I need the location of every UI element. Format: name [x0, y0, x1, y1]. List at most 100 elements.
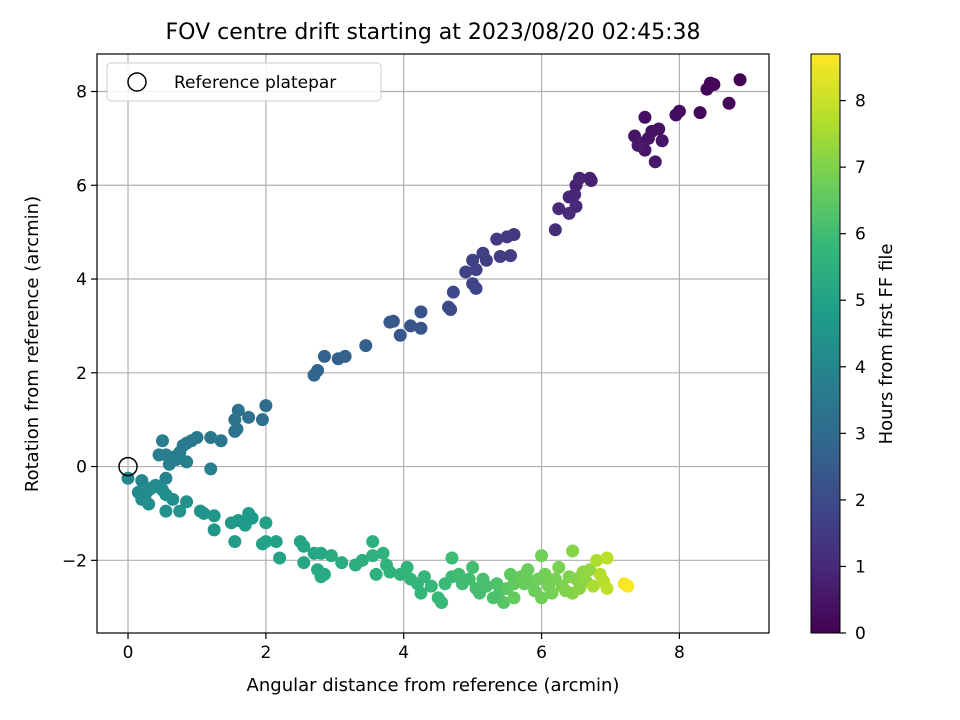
data-point [366, 549, 380, 563]
data-point [307, 368, 321, 382]
data-point [273, 551, 287, 565]
data-point [269, 535, 283, 549]
x-tick-label: 6 [536, 643, 547, 663]
colorbar-label: Hours from first FF file [876, 244, 897, 445]
colorbar-tick-label: 1 [855, 557, 866, 577]
y-tick-label: 8 [76, 83, 87, 103]
data-point [255, 413, 269, 427]
data-point [155, 434, 169, 448]
data-point [435, 596, 449, 610]
data-point [414, 586, 428, 600]
y-tick-label: 6 [76, 176, 87, 196]
data-point [180, 455, 194, 469]
data-point [552, 202, 566, 216]
colorbar-tick-label: 8 [855, 92, 866, 112]
data-point [722, 96, 736, 110]
data-point [459, 265, 473, 279]
data-point [393, 328, 407, 342]
data-point [259, 399, 273, 413]
data-point [548, 223, 562, 237]
data-point [521, 563, 535, 577]
data-point [331, 352, 345, 366]
data-point [238, 518, 252, 532]
data-point [479, 253, 493, 267]
data-point [572, 171, 586, 185]
data-point [359, 339, 373, 353]
data-point [376, 546, 390, 560]
data-point [538, 567, 552, 581]
data-point [535, 549, 549, 563]
data-point [297, 539, 311, 553]
data-point [228, 535, 242, 549]
data-point [562, 206, 576, 220]
y-tick-label: 4 [76, 270, 87, 290]
data-point [445, 551, 459, 565]
data-point [366, 535, 380, 549]
data-point [383, 565, 397, 579]
data-point [180, 495, 194, 509]
colorbar-tick-label: 2 [855, 491, 866, 511]
data-point [590, 553, 604, 567]
data-point [255, 537, 269, 551]
data-point [355, 553, 369, 567]
data-point [400, 560, 414, 574]
data-point [417, 570, 431, 584]
data-point [479, 579, 493, 593]
colorbar-tick-label: 3 [855, 424, 866, 444]
data-point [314, 570, 328, 584]
data-point [166, 492, 180, 506]
data-point [462, 572, 476, 586]
legend: Reference platepar [106, 62, 382, 102]
data-point [317, 349, 331, 363]
data-point [404, 319, 418, 333]
data-point [693, 106, 707, 120]
data-point [369, 567, 383, 581]
legend-marker-open-circle [127, 72, 147, 92]
data-point [207, 509, 221, 523]
x-ticks: 0 2 4 6 8 [123, 633, 685, 663]
data-point [297, 556, 311, 570]
data-point [507, 591, 521, 605]
colorbar-tick-label: 5 [855, 291, 866, 311]
points [121, 73, 747, 610]
data-point [600, 551, 614, 565]
data-point [242, 410, 256, 424]
legend-box [106, 62, 382, 102]
data-point [446, 285, 460, 299]
data-point [335, 556, 349, 570]
data-point [535, 591, 549, 605]
data-point [324, 549, 338, 563]
x-tick-label: 2 [260, 643, 271, 663]
data-point [314, 546, 328, 560]
data-point [586, 579, 600, 593]
x-tick-label: 4 [398, 643, 409, 663]
data-point [497, 596, 511, 610]
x-axis-label: Angular distance from reference (arcmin) [247, 675, 620, 696]
data-point [152, 448, 166, 462]
colorbar-tick-label: 7 [855, 158, 866, 178]
data-point [444, 303, 458, 317]
data-point [466, 560, 480, 574]
chart-title: FOV centre drift starting at 2023/08/20 … [166, 20, 701, 45]
colorbar [810, 53, 841, 634]
data-point [204, 462, 218, 476]
y-tick-label: 2 [76, 364, 87, 384]
data-point [562, 190, 576, 204]
data-point [414, 321, 428, 335]
data-point [169, 453, 183, 467]
data-point [228, 424, 242, 438]
y-tick-label: 0 [76, 458, 87, 478]
colorbar-tick-label: 0 [855, 624, 866, 644]
legend-entry-label: Reference platepar [174, 73, 336, 93]
data-point [631, 138, 645, 152]
data-point [583, 563, 597, 577]
data-point [621, 579, 635, 593]
data-point [733, 73, 747, 87]
data-point [504, 249, 518, 263]
data-point [584, 174, 598, 188]
y-tick-label: −2 [62, 551, 87, 571]
data-point [652, 122, 666, 136]
data-point [669, 108, 683, 122]
data-point [424, 579, 438, 593]
